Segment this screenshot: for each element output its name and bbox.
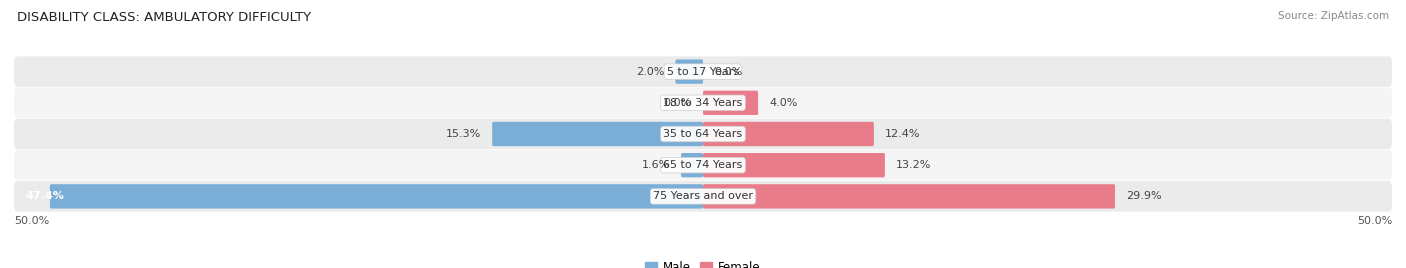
- Text: 47.4%: 47.4%: [25, 191, 63, 201]
- FancyBboxPatch shape: [14, 88, 1392, 118]
- Text: 0.0%: 0.0%: [664, 98, 692, 108]
- FancyBboxPatch shape: [703, 184, 1115, 209]
- Text: 50.0%: 50.0%: [14, 216, 49, 226]
- FancyBboxPatch shape: [49, 184, 703, 209]
- Text: 12.4%: 12.4%: [884, 129, 921, 139]
- Legend: Male, Female: Male, Female: [641, 256, 765, 268]
- FancyBboxPatch shape: [14, 56, 1392, 87]
- FancyBboxPatch shape: [703, 122, 875, 146]
- Text: 1.6%: 1.6%: [641, 160, 669, 170]
- FancyBboxPatch shape: [492, 122, 703, 146]
- Text: DISABILITY CLASS: AMBULATORY DIFFICULTY: DISABILITY CLASS: AMBULATORY DIFFICULTY: [17, 11, 311, 24]
- FancyBboxPatch shape: [14, 119, 1392, 149]
- Text: 50.0%: 50.0%: [1357, 216, 1392, 226]
- FancyBboxPatch shape: [14, 150, 1392, 180]
- Text: 65 to 74 Years: 65 to 74 Years: [664, 160, 742, 170]
- Text: 4.0%: 4.0%: [769, 98, 797, 108]
- Text: 13.2%: 13.2%: [896, 160, 931, 170]
- Text: 18 to 34 Years: 18 to 34 Years: [664, 98, 742, 108]
- Text: 5 to 17 Years: 5 to 17 Years: [666, 67, 740, 77]
- FancyBboxPatch shape: [703, 91, 758, 115]
- FancyBboxPatch shape: [14, 181, 1392, 212]
- FancyBboxPatch shape: [703, 153, 884, 177]
- Text: 75 Years and over: 75 Years and over: [652, 191, 754, 201]
- Text: 29.9%: 29.9%: [1126, 191, 1161, 201]
- Text: 15.3%: 15.3%: [446, 129, 481, 139]
- FancyBboxPatch shape: [681, 153, 703, 177]
- Text: Source: ZipAtlas.com: Source: ZipAtlas.com: [1278, 11, 1389, 21]
- Text: 0.0%: 0.0%: [714, 67, 742, 77]
- Text: 2.0%: 2.0%: [636, 67, 665, 77]
- FancyBboxPatch shape: [675, 59, 703, 84]
- Text: 35 to 64 Years: 35 to 64 Years: [664, 129, 742, 139]
